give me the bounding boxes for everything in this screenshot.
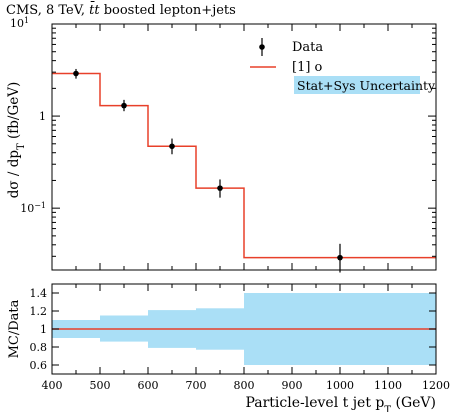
- figure-header: CMS, 8 TeV, t̄t boosted lepton+jets: [6, 1, 236, 18]
- legend-uncertainty-swatch: [294, 76, 420, 94]
- data-point: [121, 102, 127, 109]
- mc-histogram-line: [52, 72, 436, 259]
- legend: Data [1] o Stat+Sys Uncertainty: [250, 38, 436, 94]
- axis-labels: dσ / dpT (fb/GeV) MC/Data Particle-level…: [6, 82, 436, 412]
- ratio-x-tick-label: 600: [138, 379, 159, 392]
- main-y-tick-label: 1: [39, 110, 46, 123]
- ratio-x-tick-label: 1100: [374, 379, 402, 392]
- main-y-axis-label: dσ / dpT (fb/GeV): [6, 82, 27, 199]
- ratio-y-axis-label: MC/Data: [7, 299, 22, 358]
- ratio-y-tick-label: 0.8: [30, 341, 48, 354]
- main-y-tick-label: 101: [10, 16, 29, 31]
- ratio-x-tick-label: 800: [234, 379, 255, 392]
- data-point: [217, 185, 223, 191]
- ratio-x-tick-label: 500: [90, 379, 111, 392]
- main-panel: 101 1 10−1: [10, 16, 437, 273]
- ratio-y-tick-label: 1.2: [30, 305, 48, 318]
- ratio-y-tick-label: 0.6: [30, 359, 48, 372]
- ratio-x-tick-label: 900: [282, 379, 303, 392]
- ratio-x-tick-label: 1200: [422, 379, 450, 392]
- x-axis-label: Particle-level t jet pT (GeV): [245, 395, 436, 412]
- ratio-x-tick-label: 400: [42, 379, 63, 392]
- legend-data-label: Data: [292, 40, 323, 55]
- ratio-x-tick-label: 1000: [326, 379, 354, 392]
- data-point: [169, 143, 175, 150]
- legend-mc-label: [1] o: [292, 60, 323, 75]
- legend-data-marker: [259, 44, 265, 50]
- ratio-panel: 0.6 0.8 1 1.2 1.4 400 500 600 700 800 900 1000 1100 1…: [30, 283, 450, 392]
- ratio-x-tick-label: 700: [186, 379, 207, 392]
- data-point: [73, 70, 79, 77]
- ratio-y-tick-label: 1.4: [30, 287, 48, 300]
- main-y-tick-label: 10−1: [20, 201, 46, 216]
- ratio-y-tick-label: 1: [40, 323, 47, 336]
- legend-uncertainty-label: Stat+Sys Uncertainty: [297, 78, 436, 93]
- data-point: [337, 254, 343, 261]
